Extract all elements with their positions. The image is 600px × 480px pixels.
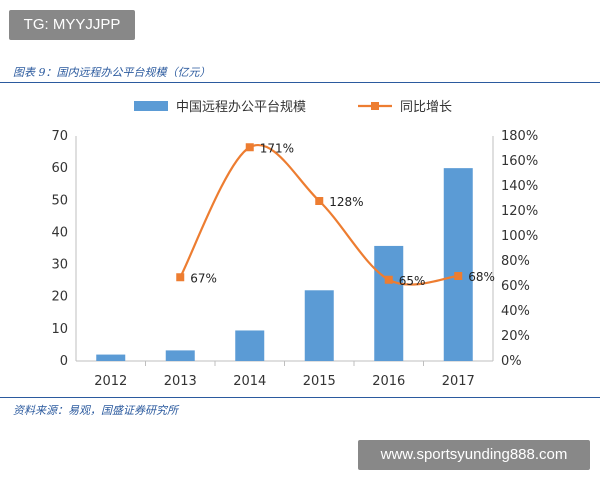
y-left-tick-label: 40: [51, 225, 68, 240]
y-right-tick-label: 160%: [501, 154, 538, 169]
x-tick-label: 2016: [372, 374, 405, 389]
data-label: 68%: [468, 270, 495, 284]
y-right-tick-label: 40%: [501, 304, 530, 319]
y-right-tick-label: 20%: [501, 329, 530, 344]
line-point-marker: [315, 197, 324, 205]
x-tick-label: 2017: [442, 374, 475, 389]
y-right-tick-label: 140%: [501, 179, 538, 194]
y-left-tick-label: 70: [51, 129, 68, 144]
bar: [443, 168, 473, 361]
y-right-tick-label: 0%: [501, 354, 522, 369]
chart: 0 10 20 30 40 50 60 70 0% 20% 40% 60% 80% 100% 120% 140…: [51, 100, 538, 389]
y-right-tick-label: 80%: [501, 254, 530, 269]
caption-divider: [0, 82, 600, 83]
y-left-tick-label: 10: [51, 322, 68, 337]
source-note: 资料来源：易观，国盛证券研究所: [13, 404, 178, 417]
bar: [96, 354, 126, 361]
y-left-tick-label: 20: [51, 290, 68, 305]
y-left-tick-label: 30: [51, 258, 68, 273]
source-divider: [0, 397, 600, 398]
y-left-tick-label: 0: [60, 354, 68, 369]
data-label: 67%: [190, 271, 217, 285]
line-point-marker: [176, 273, 185, 282]
x-tick-label: 2013: [164, 374, 197, 389]
bar: [165, 350, 195, 361]
data-label: 65%: [399, 274, 426, 288]
legend-swatch-marker: [371, 102, 379, 110]
x-tick-label: 2012: [94, 374, 127, 389]
figure-caption: 图表 9：国内远程办公平台规模（亿元）: [13, 66, 211, 79]
x-tick-label: 2015: [303, 374, 336, 389]
line-point-marker: [384, 275, 393, 284]
y-right-tick-label: 180%: [501, 129, 538, 144]
watermark-badge-bottom: www.sportsyunding888.com: [358, 440, 590, 470]
y-right-tick-label: 120%: [501, 204, 538, 219]
line-point-marker: [245, 143, 254, 152]
legend-label-line: 同比增长: [400, 100, 452, 115]
bar: [235, 330, 265, 361]
x-tick-label: 2014: [233, 374, 266, 389]
y-left-tick-label: 50: [51, 193, 68, 208]
watermark-badge-top: TG: MYYJJPP: [9, 10, 135, 40]
data-label: 171%: [260, 141, 294, 155]
y-left-tick-label: 60: [51, 161, 68, 176]
legend-label-bar: 中国远程办公平台规模: [176, 100, 306, 115]
y-right-tick-label: 60%: [501, 279, 530, 294]
bar: [374, 245, 404, 361]
y-right-tick-label: 100%: [501, 229, 538, 244]
line-point-marker: [454, 272, 463, 280]
data-label: 128%: [329, 195, 363, 209]
legend-swatch-bar: [134, 101, 168, 111]
bar: [304, 290, 334, 361]
series-line: [179, 144, 459, 286]
